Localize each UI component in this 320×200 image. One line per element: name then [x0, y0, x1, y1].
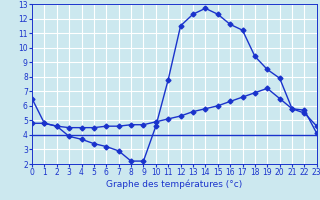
- X-axis label: Graphe des températures (°c): Graphe des températures (°c): [106, 180, 243, 189]
